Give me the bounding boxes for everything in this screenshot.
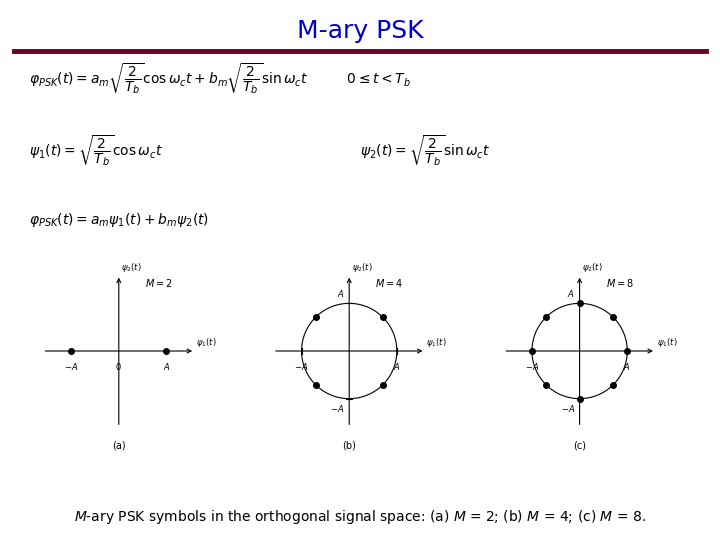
Text: $-A$: $-A$ [561,403,575,414]
Text: $A$: $A$ [567,288,575,299]
Text: $\psi_1(t)$: $\psi_1(t)$ [426,336,447,349]
Text: $\psi_2(t)$: $\psi_2(t)$ [582,261,603,274]
Text: $\psi_1(t) = \sqrt{\dfrac{2}{T_b}} \cos \omega_c t$: $\psi_1(t) = \sqrt{\dfrac{2}{T_b}} \cos … [29,133,163,168]
Text: $A$: $A$ [624,361,631,372]
Text: $-A$: $-A$ [330,403,344,414]
Text: $\psi_2(t) = \sqrt{\dfrac{2}{T_b}} \sin \omega_c t$: $\psi_2(t) = \sqrt{\dfrac{2}{T_b}} \sin … [360,133,490,168]
Text: (c): (c) [573,440,586,450]
Text: $\varphi_{PSK}(t) = a_m \sqrt{\dfrac{2}{T_b}} \cos \omega_c t + b_m \sqrt{\dfrac: $\varphi_{PSK}(t) = a_m \sqrt{\dfrac{2}{… [29,62,411,96]
Text: $A$: $A$ [393,361,400,372]
Text: $M = 4$: $M = 4$ [375,277,403,289]
Text: $A$: $A$ [163,361,170,373]
Text: $A$: $A$ [337,288,344,299]
Text: $\psi_1(t)$: $\psi_1(t)$ [657,336,678,349]
Text: $M = 8$: $M = 8$ [606,277,634,289]
Text: $\psi_2(t)$: $\psi_2(t)$ [121,261,142,274]
Text: (b): (b) [342,440,356,450]
Text: $-A$: $-A$ [64,361,78,373]
Text: $0$: $0$ [115,361,122,373]
Text: $\mathit{M}$-ary PSK symbols in the orthogonal signal space: (a) $\mathit{M}$ = : $\mathit{M}$-ary PSK symbols in the orth… [74,509,646,526]
Text: $-A$: $-A$ [525,361,539,372]
Text: $M = 2$: $M = 2$ [145,277,173,289]
Text: (a): (a) [112,440,125,450]
Text: $\psi_1(t)$: $\psi_1(t)$ [196,336,217,349]
Text: $-A$: $-A$ [294,361,309,372]
Text: $\psi_2(t)$: $\psi_2(t)$ [351,261,372,274]
Text: M-ary PSK: M-ary PSK [297,19,423,43]
Text: $\varphi_{PSK}(t) = a_m \psi_1(t) + b_m \psi_2(t)$: $\varphi_{PSK}(t) = a_m \psi_1(t) + b_m … [29,211,209,229]
